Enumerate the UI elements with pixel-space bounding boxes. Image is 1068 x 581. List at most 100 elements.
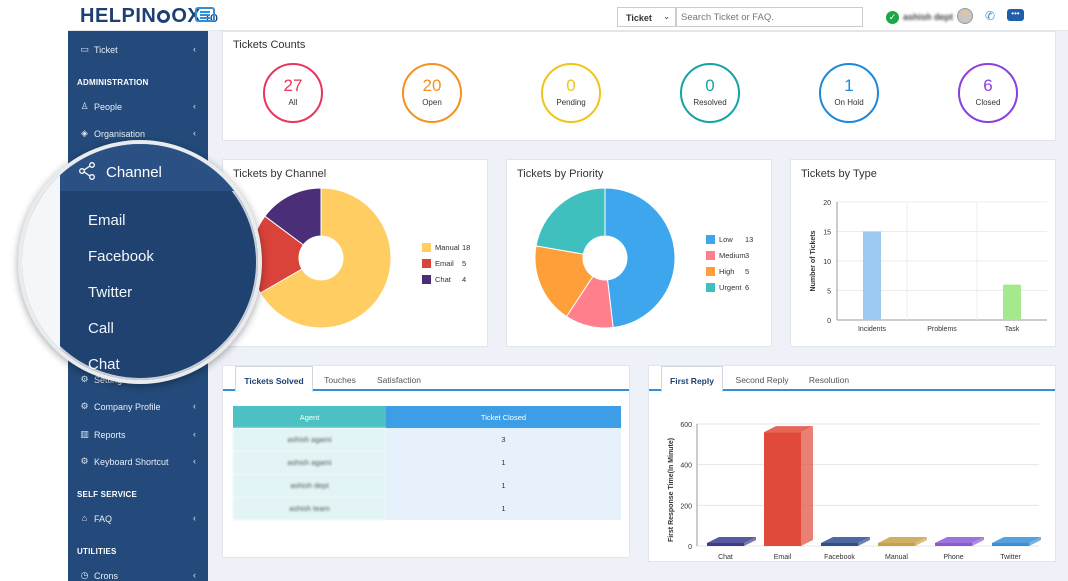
bar-task[interactable] (1003, 284, 1021, 320)
bar-side (801, 426, 813, 546)
avatar[interactable] (957, 8, 973, 24)
search-input[interactable]: Search Ticket or FAQ. (676, 7, 863, 27)
y-tick-label: 15 (823, 230, 831, 237)
channel-item-twitter[interactable]: Twitter (88, 284, 133, 301)
tickets-by-channel-card: Tickets by Channel Manual 18 Email 5 Chat 4 (222, 159, 488, 347)
y-tick-label: 200 (680, 503, 692, 510)
sidebar-item-people[interactable]: ♙ People ‹ (68, 96, 208, 118)
legend-value: 6 (745, 283, 749, 292)
count-resolved[interactable]: 0 Resolved (680, 63, 740, 123)
slice-urgent[interactable] (535, 187, 606, 255)
column-header-ticket-closed[interactable]: Ticket Closed (386, 406, 621, 428)
phone-icon[interactable]: ✆ (985, 9, 996, 23)
sidebar-item-faq[interactable]: ⌂ FAQ ‹ (68, 508, 208, 530)
agent-cell: ashish dept (233, 474, 386, 497)
count-value: 1 (844, 76, 854, 95)
tab-first-reply[interactable]: First Reply (661, 366, 723, 393)
channel-item-email[interactable]: Email (88, 212, 126, 229)
tab-satisfaction[interactable]: Satisfaction (377, 375, 421, 385)
slice-chat[interactable] (264, 187, 322, 246)
menu-toggle-button[interactable] (195, 7, 215, 22)
y-tick-label: 400 (680, 463, 692, 470)
tab-resolution[interactable]: Resolution (808, 375, 850, 385)
tickets-counts-card: Tickets Counts 27 All 20 Open 0 Pending 0 Resol… (222, 31, 1056, 141)
chat-icon[interactable]: ••• (1007, 9, 1024, 21)
closed-cell: 3 (386, 428, 621, 451)
graduation-cap-icon: ⌂ (81, 513, 88, 523)
dashboard-main: Tickets Counts 27 All 20 Open 0 Pending 0 Resol… (208, 31, 1068, 581)
bar-chat[interactable] (707, 543, 744, 546)
sidebar-heading-self-service: SELF SERVICE (77, 490, 138, 499)
count-on-hold[interactable]: 1 On Hold (819, 63, 879, 123)
legend-label: Medium (719, 251, 746, 260)
bar-top (821, 537, 870, 543)
sidebar-item-reports[interactable]: ▥ Reports ‹ (68, 424, 208, 446)
legend-swatch (422, 259, 431, 268)
user-name[interactable]: ashish dept (903, 12, 954, 22)
count-pending[interactable]: 0 Pending (541, 63, 601, 123)
people-icon: ♙ (80, 101, 89, 111)
count-label: Pending (556, 98, 586, 107)
sidebar-item-ticket[interactable]: ▭ Ticket ‹ (68, 39, 208, 61)
solved-tabs: Tickets Solved Touches Satisfaction (223, 366, 629, 393)
chevron-left-icon: ‹ (193, 128, 196, 138)
sidebar-item-label: Ticket (94, 45, 118, 55)
legend-label: Low (719, 235, 733, 244)
slice-high[interactable] (534, 245, 594, 318)
table-row: ashish dept 1 (233, 474, 621, 497)
count-all[interactable]: 27 All (263, 63, 323, 123)
card-title: Tickets by Priority (517, 168, 604, 180)
agents-table: Agent Ticket Closed ashish agami 3 ashish… (233, 406, 621, 520)
card-title: Tickets by Type (801, 168, 877, 180)
tab-tickets-solved[interactable]: Tickets Solved (235, 366, 313, 393)
tab-second-reply[interactable]: Second Reply (735, 375, 789, 385)
channel-item-call[interactable]: Call (88, 320, 114, 337)
tab-touches[interactable]: Touches (324, 375, 356, 385)
sidebar-item-organisation[interactable]: ◈ Organisation ‹ (68, 123, 208, 145)
search-type-select[interactable]: Ticket ⌄ (617, 7, 676, 27)
y-tick-label: 10 (823, 259, 831, 266)
count-open[interactable]: 20 Open (402, 63, 462, 123)
tickets-solved-card: Tickets Solved Touches Satisfaction Agen… (222, 365, 630, 558)
slice-low[interactable] (604, 187, 676, 329)
closed-cell: 1 (386, 474, 621, 497)
channel-item-chat[interactable]: Chat (88, 356, 120, 373)
legend-value: 5 (745, 267, 749, 276)
y-tick-label: 600 (680, 422, 692, 429)
channel-menu-header[interactable]: Channel (60, 144, 258, 191)
chevron-left-icon: ‹ (193, 456, 196, 466)
count-value: 0 (705, 76, 715, 95)
x-tick-label: Phone (943, 554, 963, 561)
channel-magnifier: Channel Email Facebook Twitter Call Chat (18, 140, 262, 384)
bar-twitter[interactable] (992, 543, 1029, 546)
gear-icon: ⚙ (80, 401, 89, 411)
column-header-agent[interactable]: Agent (233, 406, 386, 428)
legend-swatch (706, 267, 715, 276)
sidebar-item-keyboard-shortcut[interactable]: ⚙ Keyboard Shortcut ‹ (68, 451, 208, 473)
bar-side (858, 537, 870, 546)
legend-swatch (706, 251, 715, 260)
agent-cell: ashish team (233, 497, 386, 520)
channel-item-facebook[interactable]: Facebook (88, 248, 154, 265)
sidebar-item-settings[interactable]: ⚙ Setting (68, 369, 208, 391)
x-tick-label: Email (774, 554, 792, 561)
y-axis-label: Number of Tickets (810, 230, 817, 291)
bar-manual[interactable] (878, 543, 915, 546)
bar-facebook[interactable] (821, 543, 858, 546)
y-tick-label: 20 (823, 200, 831, 207)
count-closed[interactable]: 6 Closed (958, 63, 1018, 123)
share-icon (79, 162, 95, 180)
sidebar-item-crons[interactable]: ◷ Crons ‹ (68, 565, 208, 581)
bar-top (764, 426, 813, 433)
slice-manual[interactable] (259, 187, 392, 329)
first-reply-bar-chart: 0 200 400 600 Chat Email Facebook Manual Phone Tw… (668, 422, 1041, 561)
sidebar-item-company-profile[interactable]: ⚙ Company Profile ‹ (68, 396, 208, 418)
legend-swatch (706, 235, 715, 244)
online-status-icon: ✓ (886, 11, 899, 24)
bar-phone[interactable] (935, 543, 972, 546)
bar-incidents[interactable] (863, 231, 881, 321)
bar-email[interactable] (764, 432, 801, 546)
layers-icon: ◈ (81, 128, 88, 138)
